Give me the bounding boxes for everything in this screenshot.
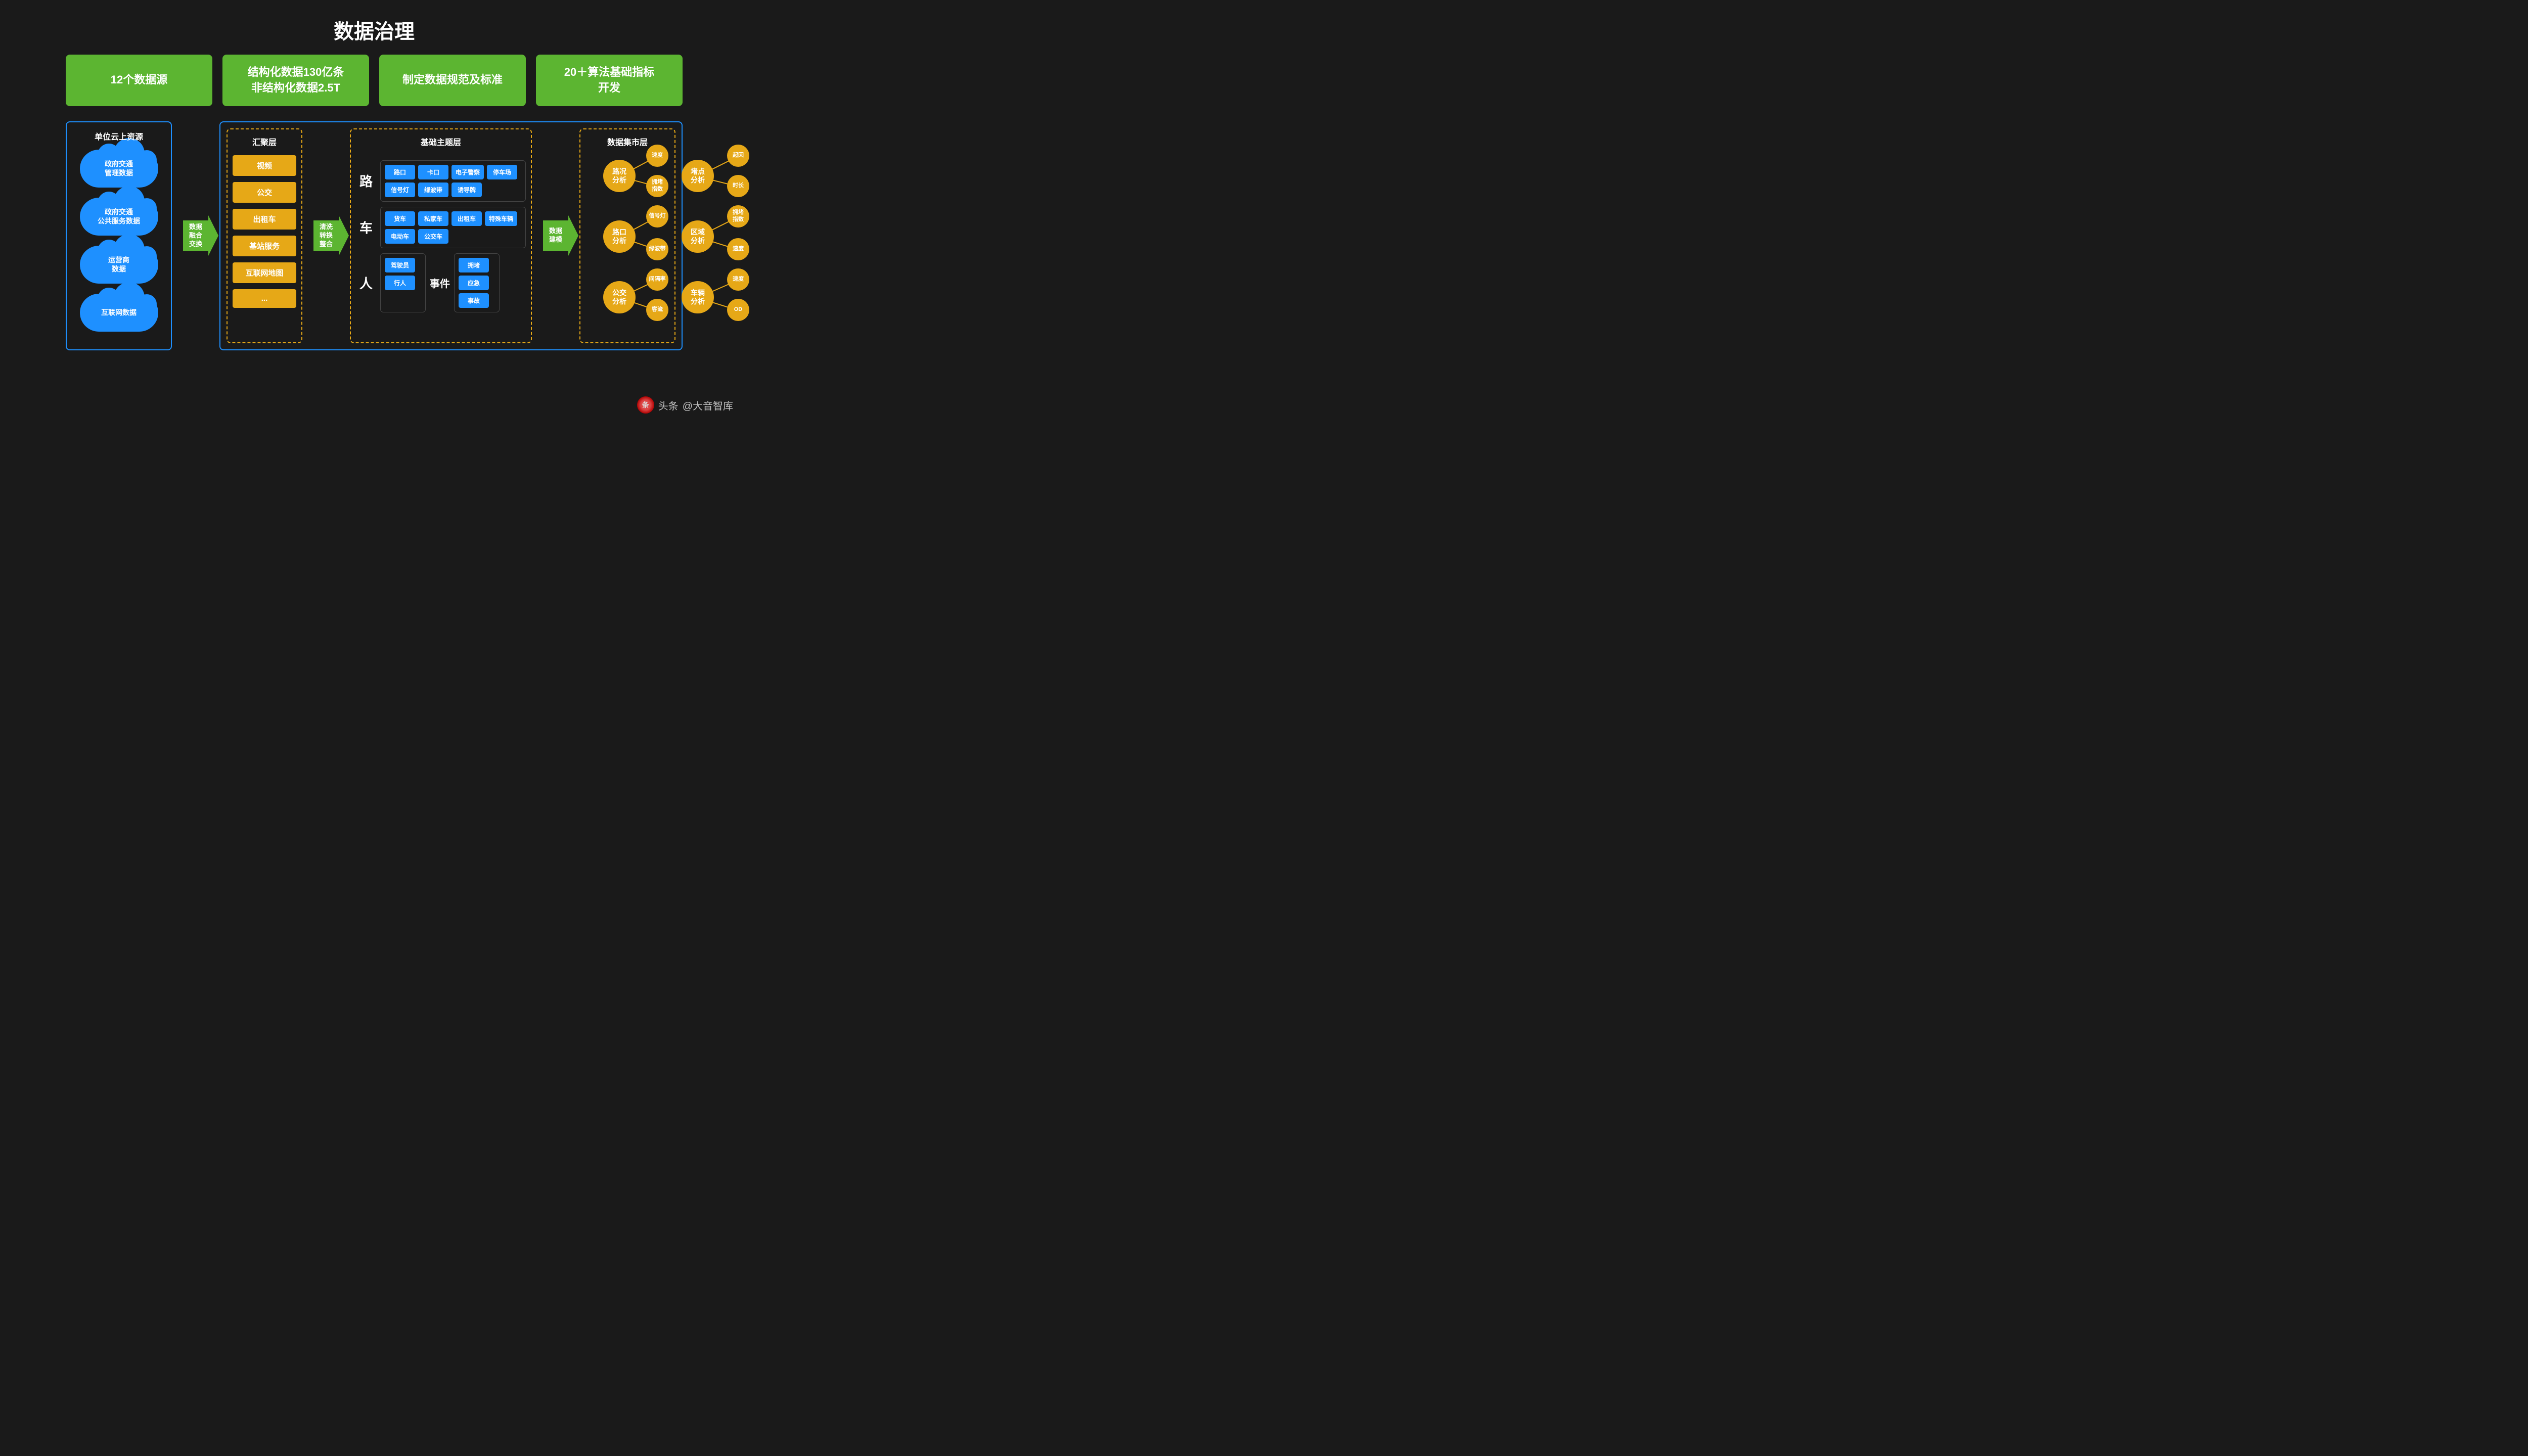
theme-item: 特殊车辆 [485,211,517,226]
theme-item: 驾驶员 [385,258,415,272]
arrow-2: 数据建模 [543,220,568,251]
theme-item: 应急 [459,276,489,290]
bubble-b4: 公交分析 [603,281,636,313]
theme-item: 货车 [385,211,415,226]
agg-item-4: 互联网地图 [233,262,296,283]
theme-grid-2-right: 拥堵应急事故 [454,253,500,312]
bubble-s3: 时长 [727,175,749,197]
cloud-3: 互联网数据 [80,294,158,332]
left-panel-title: 单位云上资源 [95,130,143,142]
bubble-s7: 速度 [727,238,749,260]
left-panel: 单位云上资源 政府交通管理数据 政府交通公共服务数据 运营商数据 互联网数据 [66,121,172,350]
market-panel: 数据集市层 路况分析堵点分析路口分析区域分析公交分析车辆分析速度拥堵指数起因时长… [579,128,675,343]
theme-item: 事故 [459,293,489,308]
arrow-1: 清洗转换整合 [313,220,339,251]
arrow-2-block: 数据建模 [538,128,573,343]
bubble-s6: 拥堵指数 [727,205,749,228]
bubble-s11: OD [727,299,749,321]
agg-item-3: 基站服务 [233,236,296,256]
theme-panel: 基础主题层 路 路口卡口电子警察停车场信号灯绿波带诱导牌 车 货车私家车出租车特… [350,128,532,343]
top-box-0: 12个数据源 [66,55,212,106]
bubble-b3: 区域分析 [682,220,714,253]
top-box-1: 结构化数据130亿条非结构化数据2.5T [222,55,369,106]
theme-label-2: 人 [356,274,376,292]
arrow-0: 数据融合交换 [183,220,208,251]
theme-row-2: 人 驾驶员行人 事件 拥堵应急事故 [356,253,526,312]
bubble-b1: 堵点分析 [682,160,714,192]
theme-item: 行人 [385,276,415,290]
watermark-prefix: 头条 [658,398,679,413]
theme-item: 拥堵 [459,258,489,272]
page-title: 数据治理 [0,0,748,55]
arrow-1-block: 清洗转换整合 [308,128,344,343]
agg-panel-title: 汇聚层 [233,135,296,148]
theme-label-1: 车 [356,218,376,237]
theme-item: 卡口 [418,165,448,179]
theme-item: 公交车 [418,229,448,244]
theme-panel-title: 基础主题层 [356,135,526,148]
cloud-1: 政府交通公共服务数据 [80,198,158,236]
theme-grid-1: 货车私家车出租车特殊车辆电动车公交车 [380,207,526,248]
bubble-s9: 客流 [646,299,668,321]
bubble-b2: 路口分析 [603,220,636,253]
bubble-b5: 车辆分析 [682,281,714,313]
watermark-logo-icon [637,396,654,414]
watermark: 头条 @大音智库 [637,396,733,414]
theme-item: 电子警察 [452,165,484,179]
main-diagram: 单位云上资源 政府交通管理数据 政府交通公共服务数据 运营商数据 互联网数据 数… [0,121,748,350]
theme-item: 停车场 [487,165,517,179]
bubble-s1: 拥堵指数 [646,175,668,197]
bubble-s5: 绿波带 [646,238,668,260]
bubble-s8: 间隔率 [646,268,668,291]
top-box-3: 20＋算法基础指标开发 [536,55,683,106]
theme-item: 绿波带 [418,183,448,197]
bubble-s10: 速度 [727,268,749,291]
theme-item: 诱导牌 [452,183,482,197]
cloud-0: 政府交通管理数据 [80,150,158,188]
agg-item-2: 出租车 [233,209,296,230]
agg-item-0: 视频 [233,155,296,176]
cloud-2: 运营商数据 [80,246,158,284]
theme-row-0: 路 路口卡口电子警察停车场信号灯绿波带诱导牌 [356,160,526,202]
theme-item: 电动车 [385,229,415,244]
theme-label-0: 路 [356,171,376,190]
market-panel-title: 数据集市层 [585,135,669,148]
bubble-s2: 起因 [727,145,749,167]
theme-item: 路口 [385,165,415,179]
theme-item: 私家车 [418,211,448,226]
top-box-2: 制定数据规范及标准 [379,55,526,106]
arrow-0-block: 数据融合交换 [178,121,213,350]
theme-sublabel: 事件 [430,276,450,290]
agg-item-5: ... [233,289,296,308]
theme-grid-0: 路口卡口电子警察停车场信号灯绿波带诱导牌 [380,160,526,202]
agg-panel: 汇聚层 视频 公交 出租车 基站服务 互联网地图 ... [227,128,302,343]
bubble-b0: 路况分析 [603,160,636,192]
bubble-s0: 速度 [646,145,668,167]
top-boxes-row: 12个数据源 结构化数据130亿条非结构化数据2.5T 制定数据规范及标准 20… [0,55,748,106]
theme-row-1: 车 货车私家车出租车特殊车辆电动车公交车 [356,207,526,248]
watermark-author: @大音智库 [683,398,733,413]
theme-item: 出租车 [452,211,482,226]
theme-item: 信号灯 [385,183,415,197]
bubble-s4: 信号灯 [646,205,668,228]
agg-item-1: 公交 [233,182,296,203]
theme-grid-2-left: 驾驶员行人 [380,253,426,312]
right-panel: 汇聚层 视频 公交 出租车 基站服务 互联网地图 ... 清洗转换整合 基础主题… [219,121,683,350]
